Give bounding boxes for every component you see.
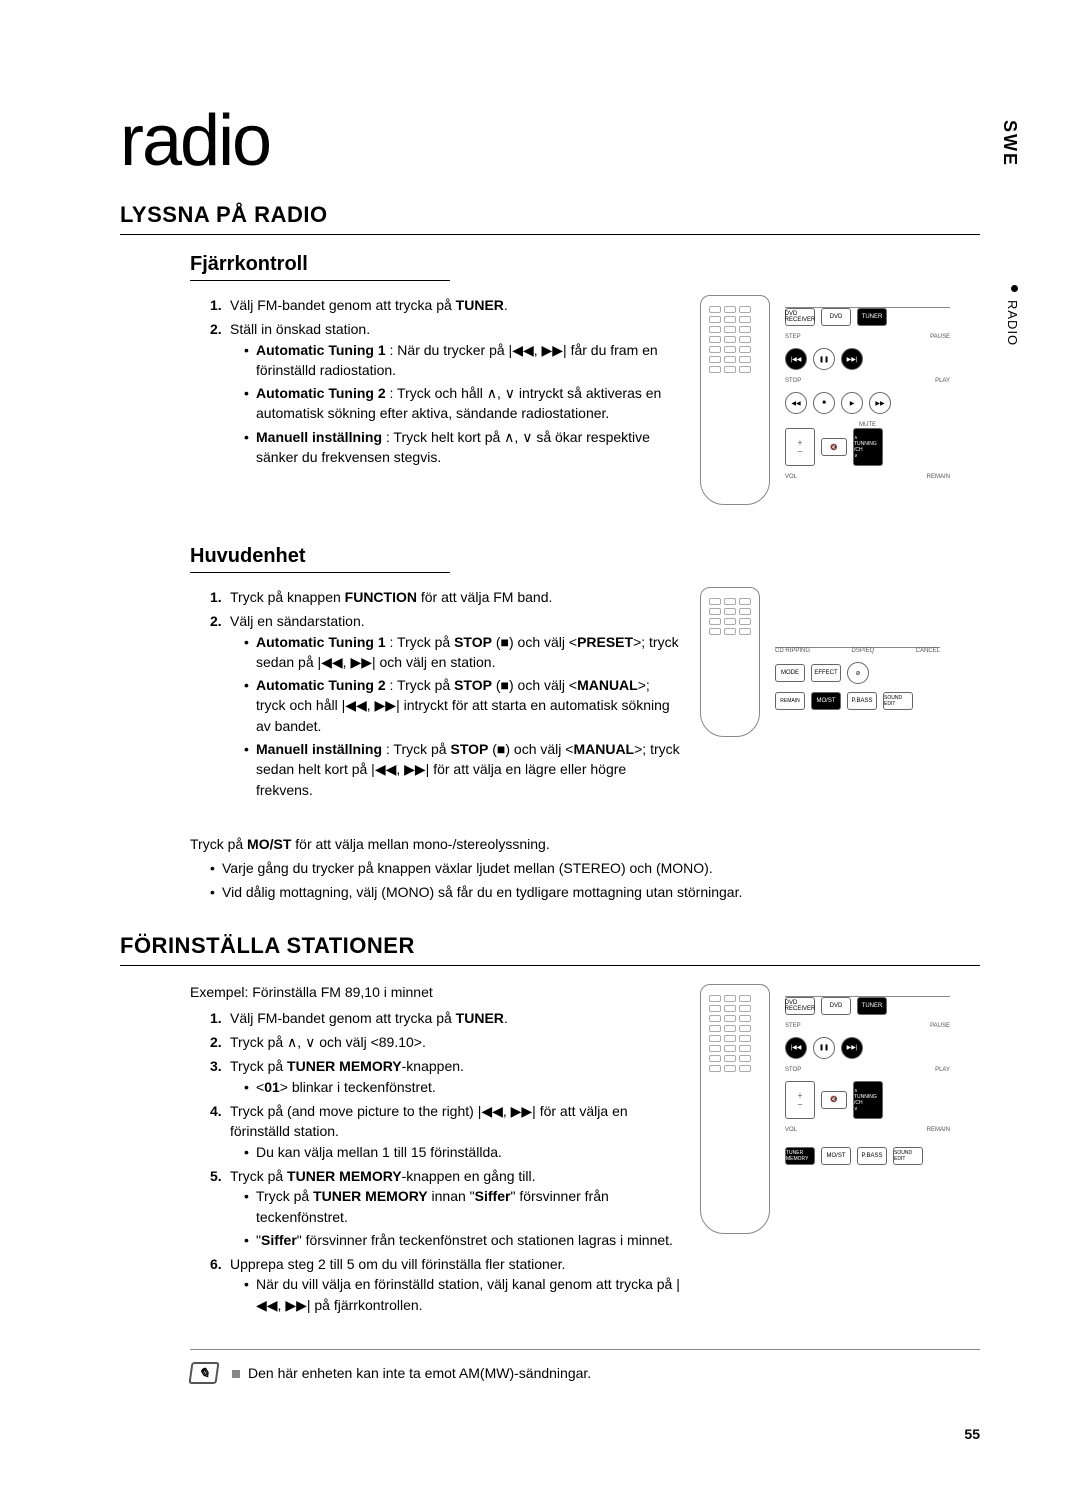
panel-btn-dvd: DVD xyxy=(821,308,851,326)
remote-steps: 1. Välj FM-bandet genom att trycka på TU… xyxy=(210,295,680,467)
panel-btn-tuning: ∧TUNNING /CH∨ xyxy=(853,428,883,466)
panel-btn-pause: ❚❚ xyxy=(813,348,835,370)
subsection-remote: Fjärrkontroll xyxy=(190,253,450,281)
mainunit-steps: 1. Tryck på knappen FUNCTION för att väl… xyxy=(210,587,680,800)
list-item: 1. Tryck på knappen FUNCTION för att väl… xyxy=(210,587,680,607)
note-text: Den här enheten kan inte ta emot AM(MW)-… xyxy=(248,1365,591,1381)
section-tab: RADIO xyxy=(1005,300,1020,346)
list-item: 2.Tryck på ∧, ∨ och välj <89.10>. xyxy=(210,1032,680,1052)
figure-remote-1: DVD RECEIVER DVD TUNER STEP PAUSE |◀◀ ❚❚… xyxy=(700,295,960,515)
panel-btn-dvd-receiver: DVD RECEIVER xyxy=(785,308,815,326)
note-icon: ✎ xyxy=(188,1362,219,1384)
panel-btn-cancel: ⊘ xyxy=(847,662,869,684)
list-item: 1. Välj FM-bandet genom att trycka på TU… xyxy=(210,295,680,315)
panel-btn-pbass: P.BASS xyxy=(847,692,877,710)
panel-btn-soundedit: SOUND EDIT xyxy=(883,692,913,710)
panel-btn-mute: 🔇 xyxy=(821,438,847,456)
panel-btn-dvd-receiver: DVD RECEIVER xyxy=(785,997,815,1015)
subsection-mainunit: Huvudenhet xyxy=(190,545,450,573)
page-title: radio xyxy=(120,100,980,182)
panel-btn-rew: ◀◀ xyxy=(785,392,807,414)
list-item: 4.Tryck på (and move picture to the righ… xyxy=(210,1101,680,1162)
lang-tab: SWE xyxy=(999,120,1020,167)
panel-btn-prev: |◀◀ xyxy=(785,348,807,370)
panel-btn-stop: ■ xyxy=(813,392,835,414)
panel-btn-effect: EFFECT xyxy=(811,664,841,682)
section-heading-listen: LYSSNA PÅ RADIO xyxy=(120,202,980,235)
list-item: 6.Upprepa steg 2 till 5 om du vill förin… xyxy=(210,1254,680,1315)
section-heading-preset: FÖRINSTÄLLA STATIONER xyxy=(120,933,980,966)
panel-btn-vol: ＋－ xyxy=(785,428,815,466)
panel-btn-tuner: TUNER xyxy=(857,308,887,326)
panel-btn-vol: ＋－ xyxy=(785,1081,815,1119)
side-dot xyxy=(1011,285,1018,292)
figure-remote-3: DVD RECEIVER DVD TUNER STEP PAUSE |◀◀ ❚❚… xyxy=(700,984,960,1244)
panel-btn-mute: 🔇 xyxy=(821,1091,847,1109)
page-number: 55 xyxy=(964,1426,980,1442)
panel-btn-dvd: DVD xyxy=(821,997,851,1015)
note-row: ✎ Den här enheten kan inte ta emot AM(MW… xyxy=(190,1349,980,1384)
panel-btn-ff: ▶▶ xyxy=(869,392,891,414)
list-item: 5.Tryck på TUNER MEMORY-knappen en gång … xyxy=(210,1166,680,1250)
panel-btn-tuner: TUNER xyxy=(857,997,887,1015)
panel-btn-tuning: ∧TUNNING /CH∨ xyxy=(853,1081,883,1119)
panel-btn-most: MO/ST xyxy=(821,1147,851,1165)
figure-remote-2: CD RIPPING DSP/EQ CANCEL MODE EFFECT ⊘ R… xyxy=(700,587,960,747)
list-item: 2. Ställ in önskad station. Automatic Tu… xyxy=(210,319,680,467)
panel-btn-play: ▶ xyxy=(841,392,863,414)
panel-btn-soundedit: SOUND EDIT xyxy=(893,1147,923,1165)
list-item: 3.Tryck på TUNER MEMORY-knappen. <01> bl… xyxy=(210,1056,680,1097)
panel-btn-pbass: P.BASS xyxy=(857,1147,887,1165)
panel-btn-next: ▶▶| xyxy=(841,1037,863,1059)
panel-btn-most: MO/ST xyxy=(811,692,841,710)
most-para: Tryck på MO/ST för att välja mellan mono… xyxy=(190,834,980,854)
panel-btn-remain: REMAIN xyxy=(775,692,805,710)
panel-btn-mode: MODE xyxy=(775,664,805,682)
list-item: 2. Välj en sändarstation. Automatic Tuni… xyxy=(210,611,680,800)
panel-btn-next: ▶▶| xyxy=(841,348,863,370)
panel-btn-prev: |◀◀ xyxy=(785,1037,807,1059)
list-item: 1.Välj FM-bandet genom att trycka på TUN… xyxy=(210,1008,680,1028)
panel-btn-pause: ❚❚ xyxy=(813,1037,835,1059)
example-line: Exempel: Förinställa FM 89,10 i minnet xyxy=(190,984,680,1000)
most-bullets: Varje gång du trycker på knappen växlar … xyxy=(210,858,980,902)
panel-btn-tuner-memory: TUNER MEMORY xyxy=(785,1147,815,1165)
preset-steps: 1.Välj FM-bandet genom att trycka på TUN… xyxy=(210,1008,680,1315)
